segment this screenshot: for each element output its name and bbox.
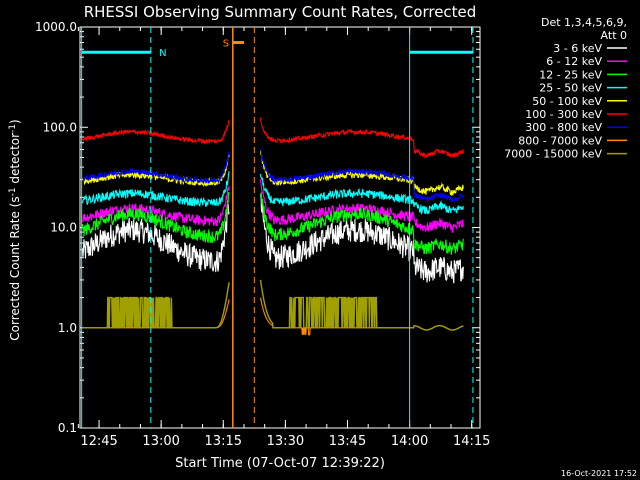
legend-entry-label: 7000 - 15000 keV: [504, 148, 602, 161]
series-line: [81, 191, 230, 243]
series-line: [81, 203, 230, 273]
legend-entry-label: 50 - 100 keV: [532, 95, 602, 108]
legend-entry-label: 300 - 800 keV: [525, 121, 602, 134]
series-line: [259, 174, 464, 215]
series-line: [259, 150, 464, 197]
y-tick-label: 1000.0: [35, 20, 77, 34]
series-line: [259, 148, 464, 202]
series-line: [81, 171, 230, 207]
legend-header-line1: Det 1,3,4,5,6,9,: [541, 16, 627, 29]
series-line: [259, 193, 464, 284]
x-tick-label: 13:00: [142, 434, 179, 449]
chart-title: RHESSI Observing Summary Count Rates, Co…: [84, 3, 477, 21]
x-tick-label: 12:45: [80, 434, 117, 449]
x-tick-label: 13:15: [205, 434, 242, 449]
footer-timestamp: 16-Oct-2021 17:52: [561, 469, 637, 478]
legend-header-line2: Att 0: [601, 29, 627, 42]
legend-entry-label: 12 - 25 keV: [539, 68, 602, 81]
series-line: [259, 179, 464, 233]
y-tick-label: 1.0: [58, 321, 77, 335]
legend-entry-label: 6 - 12 keV: [546, 55, 602, 68]
y-axis-label: Corrected Count Rate (s-1 detector-1): [8, 119, 22, 340]
legend-entry-label: 100 - 300 keV: [525, 108, 602, 121]
y-tick-label: 0.1: [58, 421, 77, 435]
series-line: [259, 192, 464, 255]
y-tick-label: 100.0: [43, 120, 77, 134]
saa-marker-label: S: [223, 39, 229, 50]
series-line: [82, 282, 230, 329]
x-axis-label: Start Time (07-Oct-07 12:39:22): [175, 456, 385, 471]
series-line: [82, 120, 230, 145]
series-line: [259, 279, 464, 331]
night-marker-label: N: [159, 48, 166, 59]
x-tick-label: 14:15: [453, 434, 490, 449]
x-tick-label: 14:00: [391, 434, 428, 449]
x-tick-label: 13:30: [267, 434, 304, 449]
series-line: [82, 151, 230, 185]
x-tick-label: 13:45: [329, 434, 366, 449]
legend-entry-label: 800 - 7000 keV: [518, 134, 602, 147]
plot-area: 0.1 1.0 10.0 100.0 1000.0 12:45 13:00 13:15 13:3…: [35, 20, 490, 449]
series-line: [259, 117, 464, 160]
legend-entry-label: 3 - 6 keV: [553, 42, 602, 55]
series-line: [81, 186, 230, 227]
y-tick-label: 10.0: [50, 221, 77, 235]
legend-entry-label: 25 - 50 keV: [539, 82, 602, 95]
